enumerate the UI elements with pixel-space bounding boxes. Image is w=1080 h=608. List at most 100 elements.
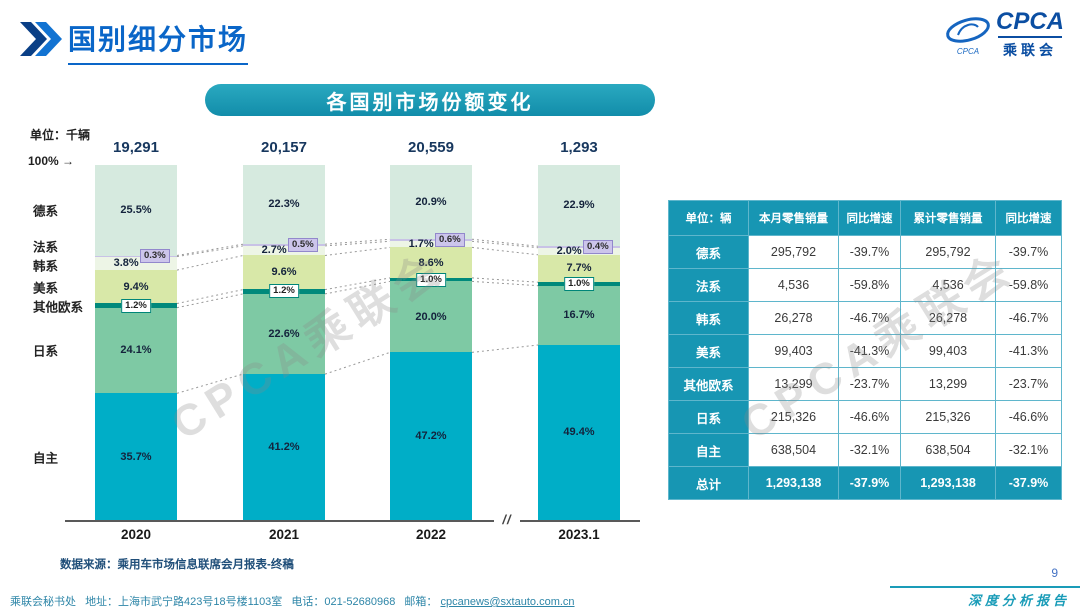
table-row-label: 日系 (668, 400, 749, 434)
axis-label-其他欧系: 其他欧系 (33, 300, 84, 315)
connector-lines (176, 238, 539, 394)
bar-2020 (95, 165, 177, 520)
table-cell: 26,278 (900, 301, 996, 335)
table-row: 自主 638,504 -32.1% 638,504 -32.1% (668, 433, 1062, 467)
table-cell: 99,403 (748, 334, 839, 368)
axis-label-韩系: 韩系 (33, 259, 59, 274)
footer-email-link[interactable]: cpcanews@sxtauto.com.cn (440, 596, 575, 608)
callout-other-europe: 1.0% (564, 276, 594, 291)
table-row-label: 自主 (668, 433, 749, 467)
table-row: 美系 99,403 -41.3% 99,403 -41.3% (668, 334, 1062, 368)
bar-segment-自主 (243, 373, 325, 520)
table-cell: 1,293,138 (900, 466, 996, 500)
table-cell: 99,403 (900, 334, 996, 368)
table-cell: 215,326 (900, 400, 996, 434)
axis-label-日系: 日系 (33, 344, 59, 359)
bar-2022 (390, 165, 472, 520)
table-row: 韩系 26,278 -46.7% 26,278 -46.7% (668, 301, 1062, 335)
table-cell: -59.8% (838, 268, 901, 302)
bar-segment-自主 (538, 344, 620, 520)
table-cell: 638,504 (900, 433, 996, 467)
footer: 乘联会秘书处 地址：上海市武宁路423号18号楼1103室 电话：021-526… (10, 593, 581, 608)
table-cell: 26,278 (748, 301, 839, 335)
bar-segment-德系 (390, 165, 472, 240)
segment-label: 3.8% (113, 257, 139, 270)
segment-label: 35.7% (120, 450, 152, 463)
table-header-cell: 同比增速 (995, 200, 1062, 236)
table-cell: -46.7% (838, 301, 901, 335)
page-title: 国别细分市场 (68, 18, 249, 65)
table-cell: -23.7% (995, 367, 1062, 401)
axis-100-label: 100% → (28, 154, 75, 168)
callout-other-europe: 1.2% (269, 284, 299, 299)
cpca-logo-swirl: CPCA (944, 14, 992, 56)
stacked-bar-chart: // 35.7% 24.1% 1.2% 9.4% 3.8% 0.3% 25.5% 19,291… (65, 139, 640, 542)
logo-divider (997, 36, 1062, 38)
callout-france: 0.6% (435, 233, 465, 248)
x-axis-label: 2021 (268, 527, 300, 542)
axis-break: // (494, 511, 520, 529)
table-cell: 4,536 (900, 268, 996, 302)
cpca-logo: CPCA CPCA 乘联会 (944, 10, 1064, 60)
bar-segment-美系 (243, 255, 325, 290)
table-cell: -41.3% (838, 334, 901, 368)
unit-label: 单位：千辆 (30, 128, 91, 142)
segment-label: 1.7% (408, 238, 434, 251)
table-cell: -37.9% (995, 466, 1062, 500)
bar-segment-韩系 (243, 245, 325, 256)
callout-france: 0.5% (288, 237, 318, 252)
table-cell: -59.8% (995, 268, 1062, 302)
bar-total: 1,293 (560, 139, 598, 156)
x-axis-label: 2020 (120, 527, 152, 542)
table-row: 日系 215,326 -46.6% 215,326 -46.6% (668, 400, 1062, 434)
callout-other-europe: 1.2% (121, 298, 151, 313)
segment-label: 7.7% (566, 262, 592, 275)
table-cell: -46.7% (995, 301, 1062, 335)
table-row: 法系 4,536 -59.8% 4,536 -59.8% (668, 268, 1062, 302)
table-cell: -41.3% (995, 334, 1062, 368)
page-number: 9 (1051, 566, 1058, 580)
table-cell: -23.7% (838, 367, 901, 401)
callout-france: 0.4% (583, 239, 613, 254)
footer-secretariat: 乘联会秘书处 (10, 596, 76, 608)
table-cell: 295,792 (900, 235, 996, 269)
table-row: 总计 1,293,138 -37.9% 1,293,138 -37.9% (668, 466, 1062, 500)
table-row-label: 其他欧系 (668, 367, 749, 401)
segment-label: 20.0% (415, 310, 447, 323)
segment-label: 16.7% (563, 308, 595, 321)
table-cell: -32.1% (995, 433, 1062, 467)
table-row-label: 德系 (668, 235, 749, 269)
footer-email-label: 邮箱： (404, 596, 438, 608)
cpca-logo-text: CPCA (995, 8, 1064, 35)
cpca-logo-small-text: CPCA (956, 47, 980, 56)
segment-label: 20.9% (415, 196, 447, 209)
bar-segment-德系 (243, 165, 325, 245)
bar-segment-德系 (95, 165, 177, 256)
table-cell: -46.6% (995, 400, 1062, 434)
footer-address: 地址：上海市武宁路423号18号楼1103室 (85, 596, 283, 608)
segment-label: 22.3% (268, 198, 300, 211)
segment-label: 47.2% (415, 430, 447, 443)
table-cell: 215,326 (748, 400, 839, 434)
bar-total: 20,157 (261, 139, 307, 156)
bar-segment-德系 (538, 164, 620, 247)
table-cell: 13,299 (900, 367, 996, 401)
table-row-label: 美系 (668, 334, 749, 368)
segment-label: 24.1% (120, 344, 152, 357)
segment-label: 41.2% (268, 440, 300, 453)
axis-label-德系: 德系 (33, 204, 59, 219)
axis-label-法系: 法系 (33, 240, 59, 255)
table-cell: -39.7% (838, 235, 901, 269)
footer-phone: 电话：021-52680968 (291, 596, 396, 608)
table-cell: 4,536 (748, 268, 839, 302)
bar-2021 (243, 165, 325, 520)
table-row-label: 总计 (668, 466, 749, 500)
bar-segment-法系 (95, 255, 177, 257)
bar-segment-法系 (390, 239, 472, 242)
bar-segment-法系 (538, 246, 620, 248)
footer-divider (890, 586, 1080, 588)
bar-segment-韩系 (538, 247, 620, 255)
segment-label: 22.9% (563, 199, 595, 212)
table-row: 德系 295,792 -39.7% 295,792 -39.7% (668, 235, 1062, 269)
